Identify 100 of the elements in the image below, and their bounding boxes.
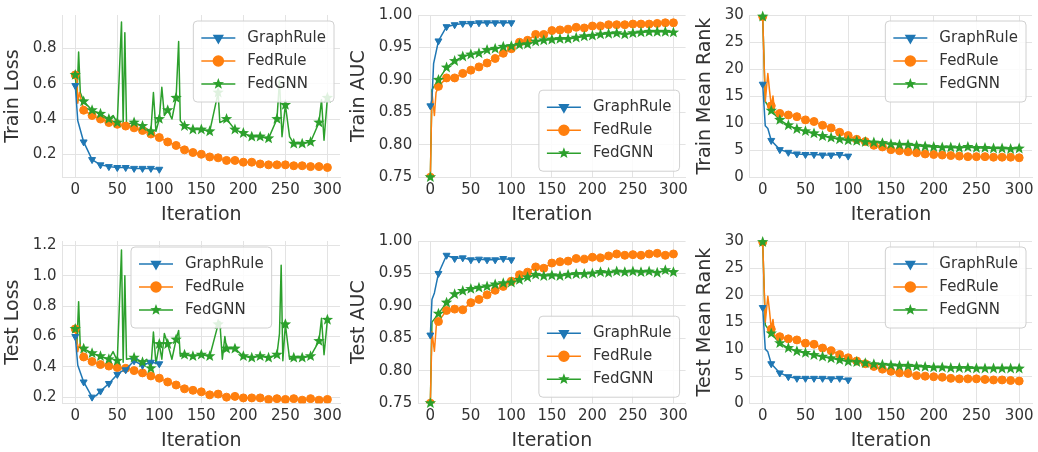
x-tick-label: 300 — [1004, 180, 1034, 199]
x-tick-label: 300 — [313, 180, 342, 199]
y-tick-label: 30 — [724, 230, 744, 249]
x-tick-label: 0 — [70, 406, 81, 425]
y-axis-title: Train Loss — [0, 49, 23, 144]
x-tick-label: 150 — [187, 180, 216, 199]
y-tick-label: 20 — [724, 284, 744, 303]
y-tick-label: 0.4 — [32, 108, 57, 127]
x-tick-label: 0 — [757, 406, 768, 425]
x-tick-label: 200 — [578, 180, 607, 199]
x-tick-label: 150 — [876, 406, 906, 425]
x-tick-label: 100 — [833, 180, 863, 199]
y-tick-label: 0.8 — [32, 296, 57, 315]
legend-label: FedRule — [247, 50, 307, 69]
x-tick-label: 250 — [271, 180, 300, 199]
x-tick-label: 50 — [795, 406, 815, 425]
x-axis-title: Iteration — [161, 427, 242, 450]
x-tick-label: 50 — [461, 406, 481, 425]
legend-label: GraphRule — [185, 253, 264, 272]
x-tick-label: 250 — [962, 180, 991, 199]
y-axis-title: Test Mean Rank — [692, 247, 715, 398]
x-tick-label: 150 — [876, 180, 906, 199]
x-axis-title: Iteration — [511, 427, 593, 450]
y-tick-label: 0.8 — [32, 38, 57, 57]
x-tick-label: 100 — [833, 406, 863, 425]
x-tick-label: 200 — [578, 406, 607, 425]
legend-label: GraphRule — [592, 323, 672, 342]
y-tick-label: 1.00 — [378, 230, 413, 249]
x-tick-label: 50 — [107, 406, 127, 425]
y-tick-label: 0.85 — [378, 328, 413, 347]
y-tick-label: 0.80 — [378, 134, 413, 153]
y-tick-label: 0.90 — [378, 295, 413, 314]
legend-label: FedRule — [185, 276, 245, 295]
x-tick-label: 250 — [618, 406, 648, 425]
x-axis-title: Iteration — [511, 201, 593, 224]
x-tick-label: 150 — [187, 406, 216, 425]
y-tick-label: 0 — [734, 167, 744, 186]
y-tick-label: 0.6 — [32, 73, 57, 92]
y-tick-label: 0.85 — [378, 102, 413, 121]
x-tick-label: 300 — [659, 406, 688, 425]
x-tick-label: 300 — [659, 180, 688, 199]
x-tick-label: 300 — [313, 406, 342, 425]
y-tick-label: 15 — [724, 85, 744, 104]
y-tick-label: 5 — [734, 366, 744, 385]
legend-label: FedGNN — [939, 299, 1000, 318]
x-tick-label: 100 — [497, 406, 526, 425]
y-tick-label: 0.95 — [378, 263, 413, 282]
y-axis-title: Train Mean Rank — [692, 17, 715, 176]
x-tick-label: 50 — [795, 180, 815, 199]
x-tick-label: 150 — [537, 406, 567, 425]
x-tick-label: 50 — [107, 180, 127, 199]
y-tick-label: 0.6 — [32, 326, 57, 345]
y-tick-label: 0.80 — [378, 360, 413, 379]
x-tick-label: 300 — [1004, 406, 1034, 425]
legend-label: GraphRule — [247, 27, 327, 46]
x-tick-label: 200 — [919, 406, 949, 425]
y-tick-label: 0.2 — [32, 144, 57, 163]
legend-label: FedGNN — [592, 369, 654, 388]
x-tick-label: 0 — [425, 406, 436, 425]
x-tick-label: 0 — [70, 180, 81, 199]
y-tick-label: 0.90 — [378, 69, 413, 88]
y-tick-label: 0.4 — [32, 356, 57, 375]
legend-label: FedRule — [939, 50, 999, 69]
y-tick-label: 0.75 — [378, 393, 413, 412]
legend-label: GraphRule — [939, 253, 1019, 272]
y-tick-label: 20 — [724, 58, 744, 77]
x-tick-label: 250 — [618, 180, 648, 199]
x-tick-label: 200 — [919, 180, 949, 199]
y-tick-label: 25 — [724, 257, 744, 276]
legend-label: GraphRule — [592, 97, 672, 116]
x-tick-label: 50 — [461, 180, 481, 199]
y-tick-label: 0 — [734, 393, 744, 412]
y-tick-label: 25 — [724, 31, 744, 50]
legend-label: FedGNN — [592, 143, 654, 162]
legend-label: FedGNN — [185, 299, 246, 318]
y-axis-title: Test Loss — [0, 279, 23, 366]
y-tick-label: 1.00 — [378, 4, 413, 23]
legend-label: FedRule — [592, 346, 653, 365]
y-tick-label: 5 — [734, 140, 744, 159]
y-axis-title: Train AUC — [346, 50, 369, 144]
x-tick-label: 150 — [537, 180, 567, 199]
x-tick-label: 100 — [144, 406, 174, 425]
x-tick-label: 250 — [962, 406, 991, 425]
legend-label: FedGNN — [247, 73, 308, 92]
y-tick-label: 0.95 — [378, 37, 413, 56]
y-axis-title: Test AUC — [346, 280, 369, 365]
y-tick-label: 15 — [724, 311, 744, 330]
legend-label: GraphRule — [939, 27, 1019, 46]
x-tick-label: 200 — [229, 180, 258, 199]
x-tick-label: 100 — [144, 180, 174, 199]
y-tick-label: 1.0 — [32, 265, 57, 284]
y-tick-label: 30 — [724, 4, 744, 23]
y-tick-label: 0.75 — [378, 167, 413, 186]
x-axis-title: Iteration — [850, 201, 932, 224]
x-tick-label: 0 — [425, 180, 436, 199]
y-tick-label: 1.2 — [32, 235, 57, 254]
legend-label: FedRule — [592, 120, 653, 139]
legend-label: FedGNN — [939, 73, 1000, 92]
y-tick-label: 0.2 — [32, 387, 57, 406]
x-axis-title: Iteration — [850, 427, 932, 450]
